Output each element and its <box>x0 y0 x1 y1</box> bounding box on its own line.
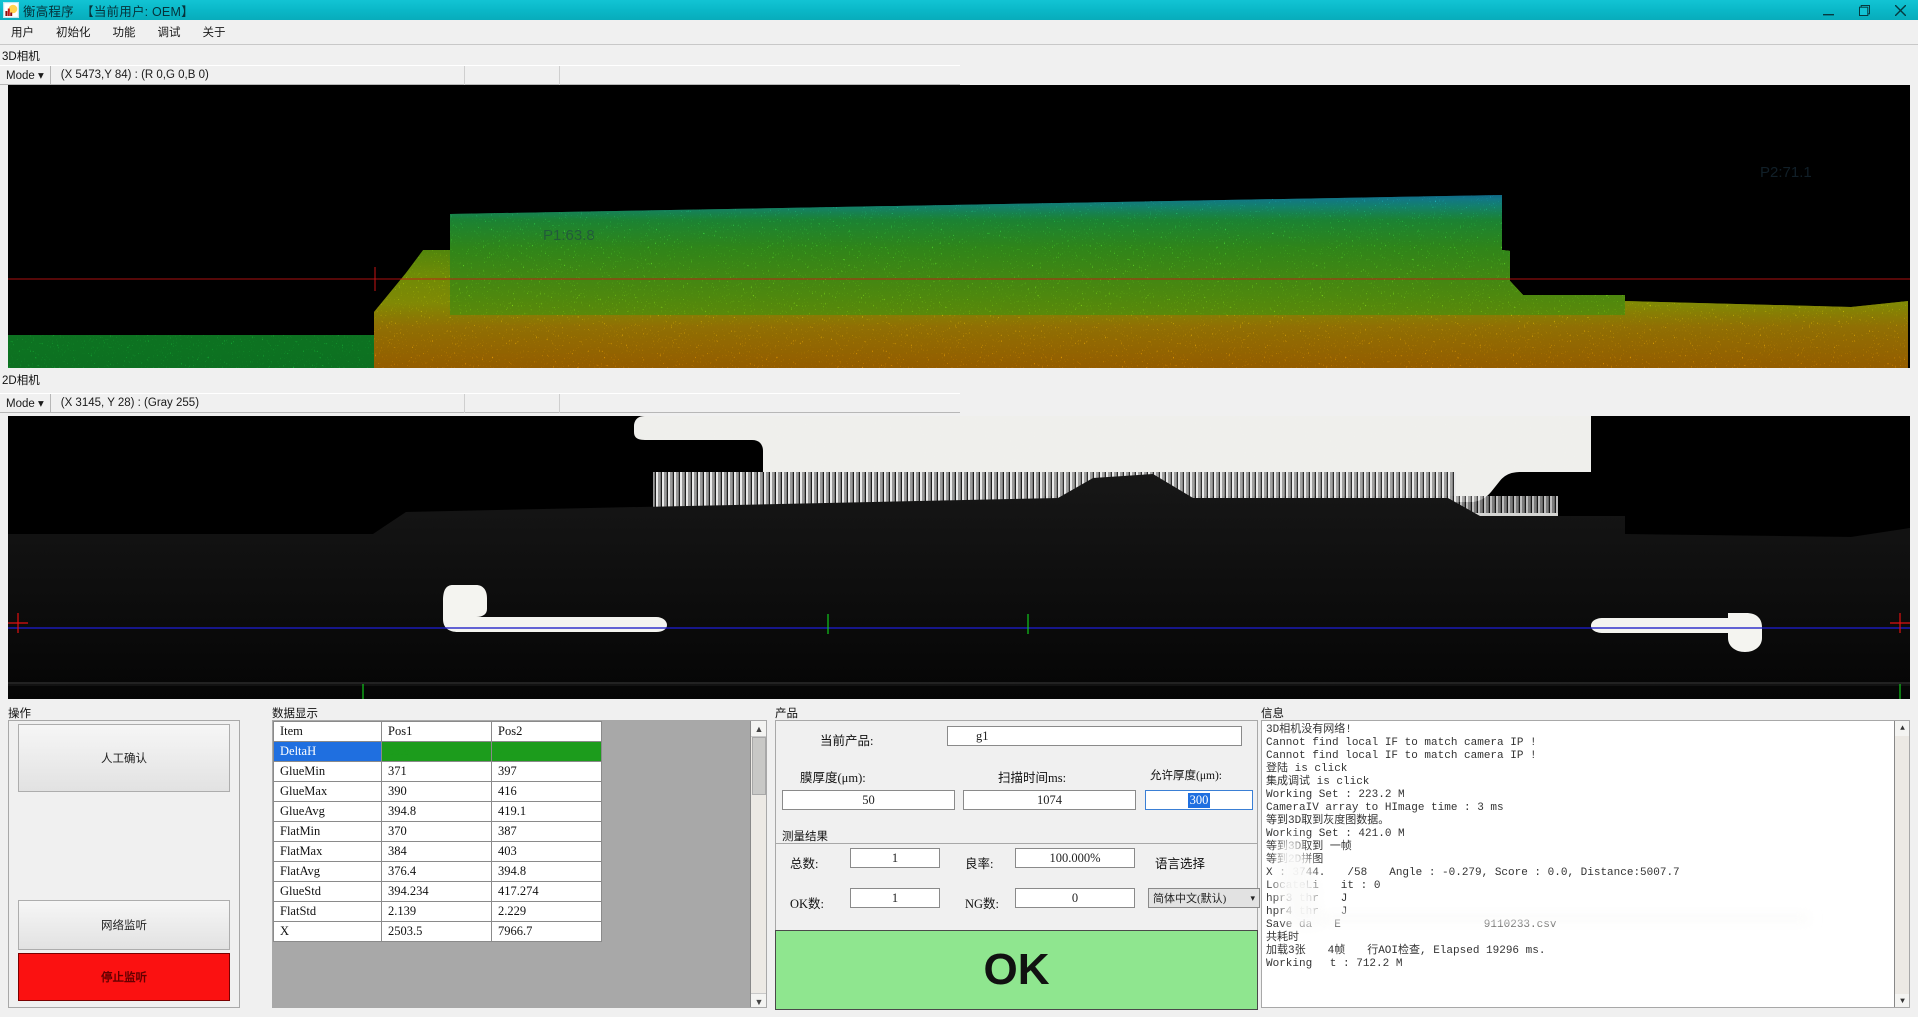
svg-text:P2:71.1: P2:71.1 <box>1760 164 1812 181</box>
svg-text:P1:63.8: P1:63.8 <box>543 227 595 244</box>
